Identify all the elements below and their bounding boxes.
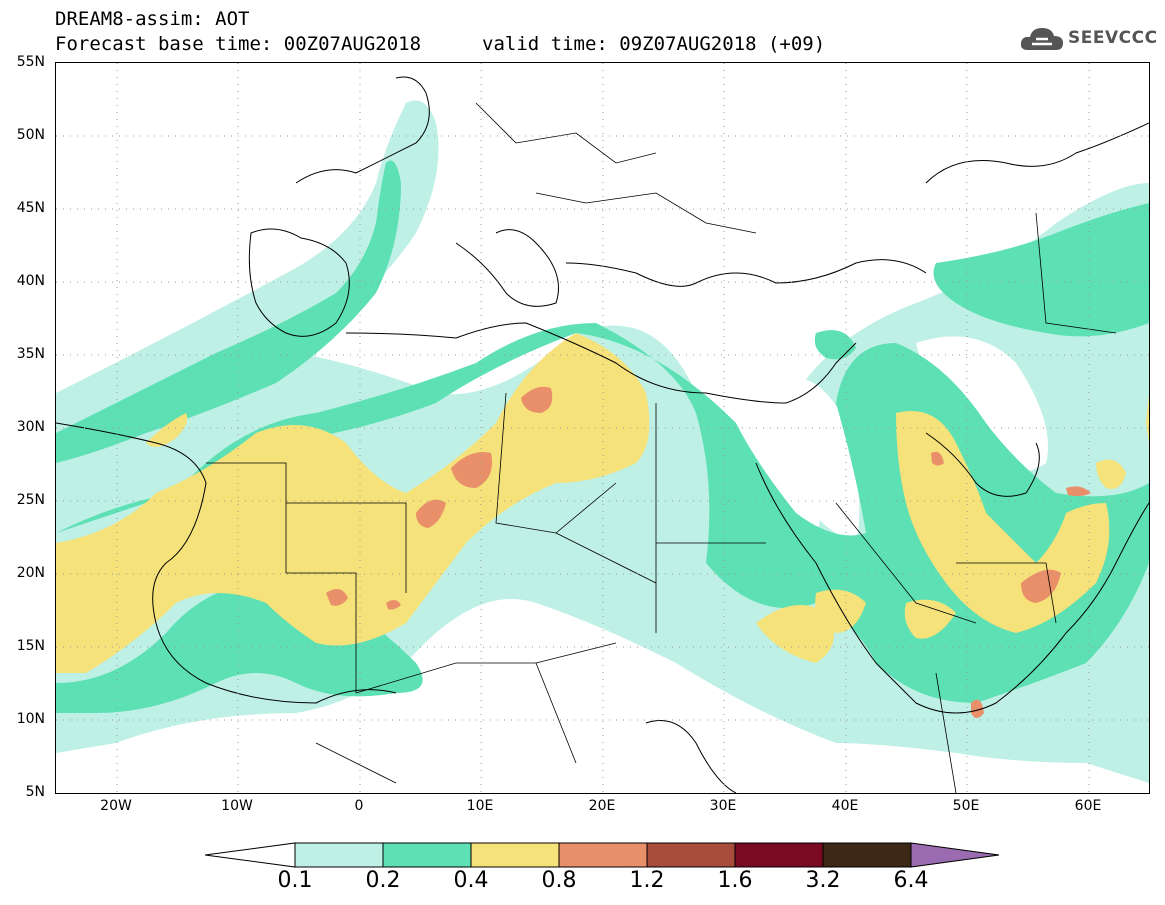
lat-label: 20N bbox=[16, 565, 45, 581]
colorbar-swatch bbox=[734, 842, 824, 868]
lat-label: 55N bbox=[16, 54, 45, 70]
lat-label: 45N bbox=[16, 200, 45, 216]
colorbar-label: 3.2 bbox=[805, 868, 841, 893]
colorbar-swatch bbox=[558, 842, 648, 868]
colorbar-swatch bbox=[646, 842, 736, 868]
lon-label: 50E bbox=[952, 798, 980, 814]
lon-label: 10E bbox=[466, 798, 494, 814]
lon-label: 60E bbox=[1074, 798, 1102, 814]
colorbar-label: 0.2 bbox=[365, 868, 401, 893]
colorbar-swatch bbox=[822, 842, 912, 868]
colorbar-label: 1.2 bbox=[629, 868, 665, 893]
aot-contour-0-8 bbox=[326, 386, 1091, 718]
colorbar-label: 0.4 bbox=[453, 868, 489, 893]
lat-label: 10N bbox=[16, 711, 45, 727]
colorbar-label: 1.6 bbox=[717, 868, 753, 893]
colorbar-swatch bbox=[294, 842, 384, 868]
colorbar-label: 6.4 bbox=[893, 868, 929, 893]
colorbar-swatch bbox=[470, 842, 560, 868]
colorbar-label: 0.8 bbox=[541, 868, 577, 893]
lon-label: 20E bbox=[588, 798, 616, 814]
map-title: DREAM8-assim: AOT bbox=[55, 8, 250, 30]
aot-map bbox=[56, 63, 1149, 793]
seevccc-logo: SEEVCCC bbox=[1018, 22, 1158, 58]
aot-colorbar bbox=[205, 842, 1000, 868]
lon-label: 0 bbox=[354, 798, 364, 814]
lat-label: 50N bbox=[16, 127, 45, 143]
lat-label: 30N bbox=[16, 419, 45, 435]
logo-text: SEEVCCC bbox=[1068, 28, 1158, 48]
lat-lon-grid bbox=[56, 63, 1149, 793]
colorbar-swatch bbox=[382, 842, 472, 868]
colorbar-high-arrow bbox=[910, 842, 1000, 868]
lat-label: 5N bbox=[25, 784, 45, 800]
forecast-base-time: Forecast base time: 00Z07AUG2018 bbox=[55, 33, 422, 55]
lat-label: 25N bbox=[16, 492, 45, 508]
colorbar-low-arrow bbox=[205, 842, 296, 868]
lat-label: 15N bbox=[16, 638, 45, 654]
colorbar-label: 0.1 bbox=[277, 868, 313, 893]
lat-label: 35N bbox=[16, 346, 45, 362]
coastlines bbox=[56, 76, 1149, 793]
lon-label: 30E bbox=[709, 798, 737, 814]
lat-label: 40N bbox=[16, 273, 45, 289]
country-borders bbox=[206, 102, 1117, 793]
map-panel[interactable] bbox=[55, 62, 1150, 794]
lon-label: 20W bbox=[100, 798, 132, 814]
valid-time: valid time: 09Z07AUG2018 (+09) bbox=[482, 33, 826, 55]
cloud-logo-icon bbox=[1020, 28, 1063, 50]
lon-label: 40E bbox=[831, 798, 859, 814]
aot-contour-0-2 bbox=[56, 160, 1149, 713]
lon-label: 10W bbox=[221, 798, 253, 814]
